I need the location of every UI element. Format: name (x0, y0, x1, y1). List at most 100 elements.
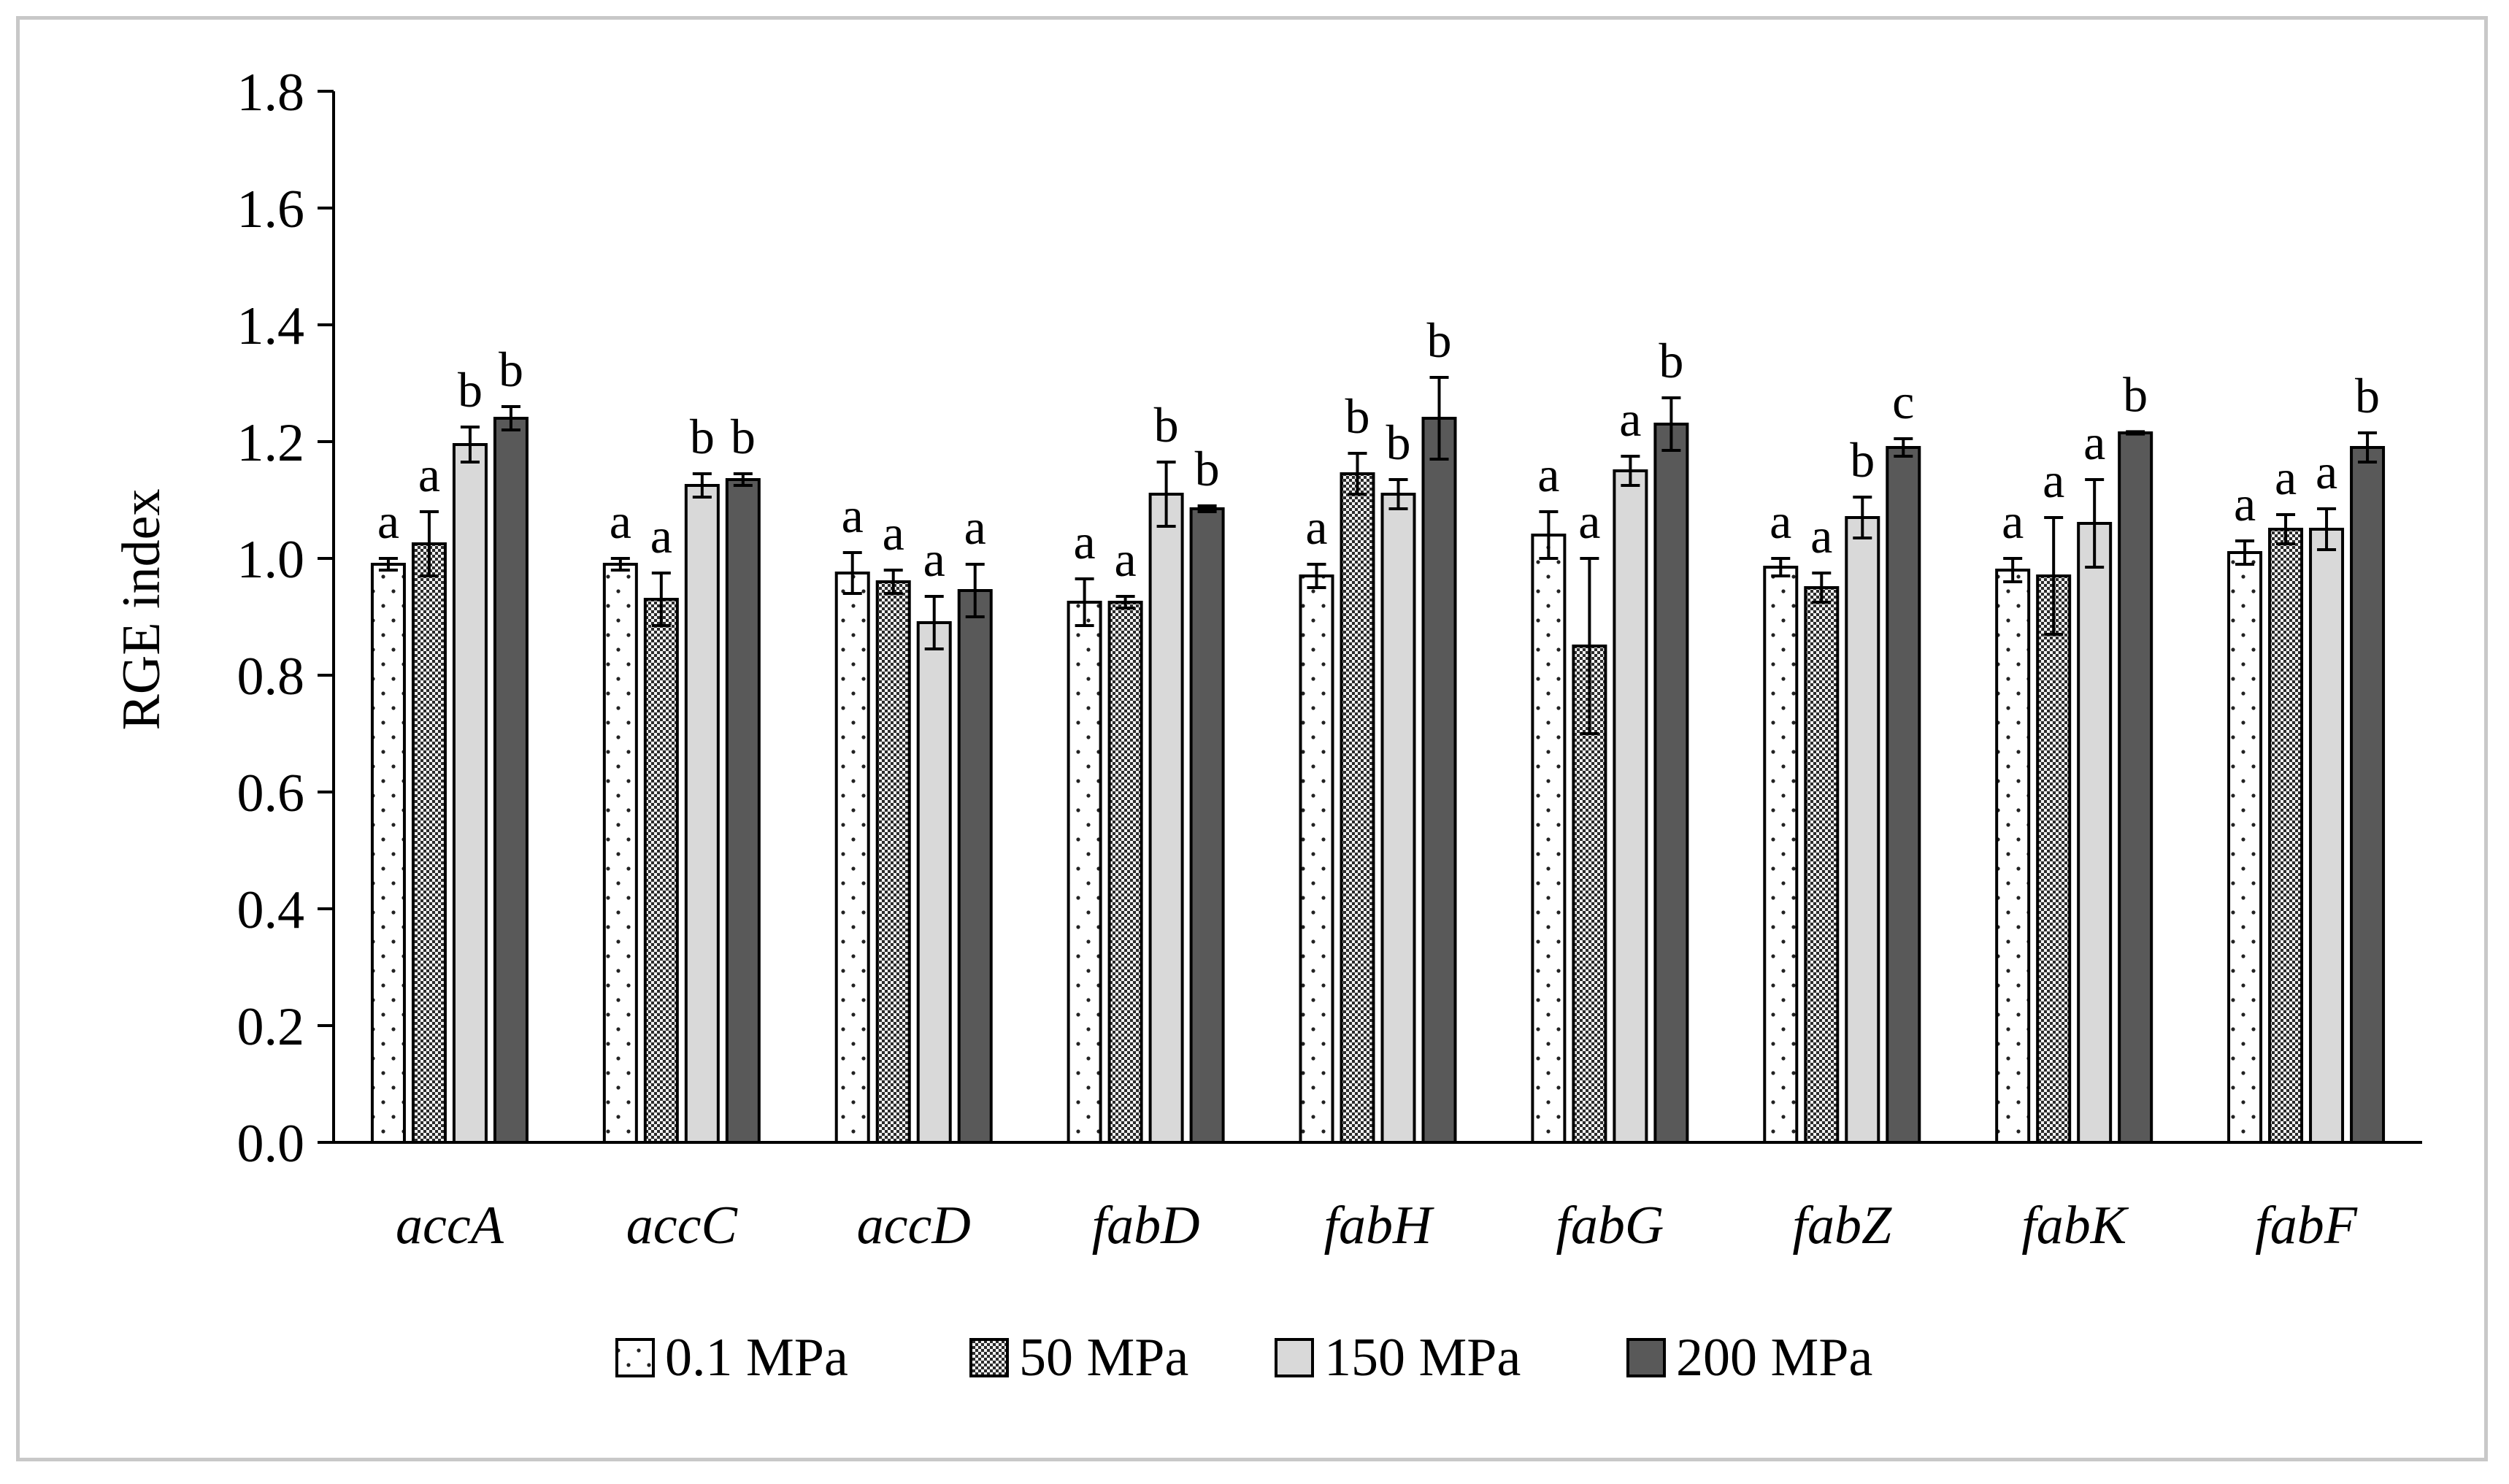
significance-label: b (499, 342, 523, 397)
legend-swatch-1 (969, 1338, 1009, 1377)
bar-fabH-50-mpa (1340, 472, 1375, 1144)
y-tick-label: 0.2 (237, 997, 305, 1057)
x-category-label: accC (626, 1196, 739, 1256)
y-tick-label: 1.0 (237, 530, 305, 590)
significance-label: a (2043, 453, 2064, 508)
bar-fabG-0-1-mpa (1531, 534, 1567, 1144)
bar-accC-200-mpa (725, 478, 761, 1144)
significance-label: a (964, 499, 986, 555)
bar-accA-0-1-mpa (370, 563, 406, 1144)
bar-accD-50-mpa (875, 580, 911, 1144)
bar-accA-150-mpa (452, 443, 488, 1144)
significance-label: a (1619, 391, 1641, 447)
legend-label-1: 50 MPa (1019, 1328, 1188, 1388)
bar-accC-50-mpa (643, 598, 679, 1144)
significance-label: c (1892, 374, 1914, 429)
bar-fabZ-150-mpa (1845, 516, 1880, 1144)
bar-accD-150-mpa (916, 621, 952, 1144)
legend-label-2: 150 MPa (1324, 1328, 1521, 1388)
bar-fabZ-0-1-mpa (1763, 566, 1799, 1144)
significance-label: a (1305, 499, 1327, 555)
significance-label: a (2316, 444, 2337, 499)
bar-accC-0-1-mpa (602, 563, 638, 1144)
significance-label: a (1115, 531, 1137, 587)
y-axis-title: RGE index (112, 489, 172, 731)
bar-accC-150-mpa (684, 484, 720, 1144)
bar-fabF-0-1-mpa (2227, 551, 2263, 1144)
y-tick-label: 1.2 (237, 413, 305, 473)
x-category-label: fabZ (1792, 1196, 1892, 1256)
significance-label: a (1537, 447, 1559, 502)
bar-accD-200-mpa (957, 589, 993, 1144)
significance-label: b (1386, 415, 1411, 470)
bar-fabH-150-mpa (1380, 493, 1416, 1144)
significance-label: a (1810, 508, 1832, 564)
significance-label: a (610, 493, 631, 549)
significance-label: b (1195, 441, 1220, 496)
significance-label: a (2275, 450, 2297, 505)
significance-label: b (2123, 366, 2148, 422)
significance-label: a (1074, 514, 1096, 569)
bar-fabD-0-1-mpa (1067, 601, 1102, 1144)
bar-fabF-50-mpa (2268, 528, 2304, 1144)
significance-label: a (1770, 493, 1791, 549)
bar-fabF-150-mpa (2309, 528, 2345, 1144)
bar-fabK-200-mpa (2118, 431, 2153, 1144)
legend-label-3: 200 MPa (1676, 1328, 1872, 1388)
x-category-label: accA (396, 1196, 504, 1256)
y-tick-label: 1.6 (237, 180, 305, 239)
bar-fabH-0-1-mpa (1299, 574, 1334, 1144)
significance-label: b (458, 362, 483, 418)
x-category-label: fabK (2021, 1196, 2129, 1256)
x-category-label: fabG (1556, 1196, 1664, 1256)
legend-swatch-0 (615, 1338, 655, 1377)
bar-fabH-200-mpa (1421, 417, 1457, 1144)
significance-label: a (1578, 493, 1600, 549)
significance-label: a (650, 508, 672, 564)
bar-fabD-200-mpa (1189, 507, 1225, 1144)
bar-fabG-200-mpa (1653, 423, 1689, 1144)
bar-fabK-0-1-mpa (1995, 569, 2031, 1144)
significance-label: a (2002, 493, 2024, 549)
significance-label: a (2083, 415, 2105, 470)
y-tick-label: 1.4 (237, 296, 305, 356)
bar-fabZ-50-mpa (1804, 586, 1840, 1144)
y-tick-label: 0.0 (237, 1114, 305, 1174)
x-category-label: fabF (2255, 1196, 2358, 1256)
x-category-label: fabH (1324, 1196, 1435, 1256)
legend-swatch-2 (1275, 1338, 1314, 1377)
significance-label: b (1850, 432, 1875, 488)
significance-label: b (2355, 368, 2380, 423)
significance-label: b (1427, 312, 1452, 368)
y-tick-label: 0.6 (237, 764, 305, 823)
y-tick-label: 0.8 (237, 647, 305, 707)
bar-accA-50-mpa (411, 542, 447, 1144)
significance-label: a (418, 447, 440, 502)
y-tick-label: 0.4 (237, 880, 305, 940)
legend-swatch-3 (1626, 1338, 1666, 1377)
bar-fabG-150-mpa (1613, 469, 1648, 1144)
bar-fabF-200-mpa (2350, 446, 2386, 1144)
bar-fabZ-200-mpa (1886, 446, 1921, 1144)
bar-accA-200-mpa (493, 417, 529, 1144)
significance-label: b (731, 409, 756, 464)
significance-label: b (1659, 333, 1683, 388)
significance-label: a (377, 493, 399, 549)
bar-fabD-50-mpa (1107, 601, 1143, 1144)
x-category-label: fabD (1092, 1196, 1200, 1256)
significance-label: a (2234, 476, 2256, 531)
bar-accD-0-1-mpa (834, 572, 870, 1144)
significance-label: a (842, 488, 864, 543)
significance-label: b (1154, 397, 1179, 453)
legend-label-0: 0.1 MPa (665, 1328, 848, 1388)
significance-label: a (923, 531, 945, 587)
y-tick-label: 1.8 (237, 63, 305, 123)
bar-fabK-150-mpa (2077, 522, 2113, 1144)
significance-label: b (1345, 388, 1370, 444)
x-category-label: accD (857, 1196, 971, 1256)
significance-label: b (690, 409, 715, 464)
bar-fabK-50-mpa (2036, 574, 2072, 1144)
legend: 0.1 MPa 50 MPa 150 MPa 200 MPa (615, 1328, 1872, 1388)
significance-label: a (883, 505, 904, 561)
